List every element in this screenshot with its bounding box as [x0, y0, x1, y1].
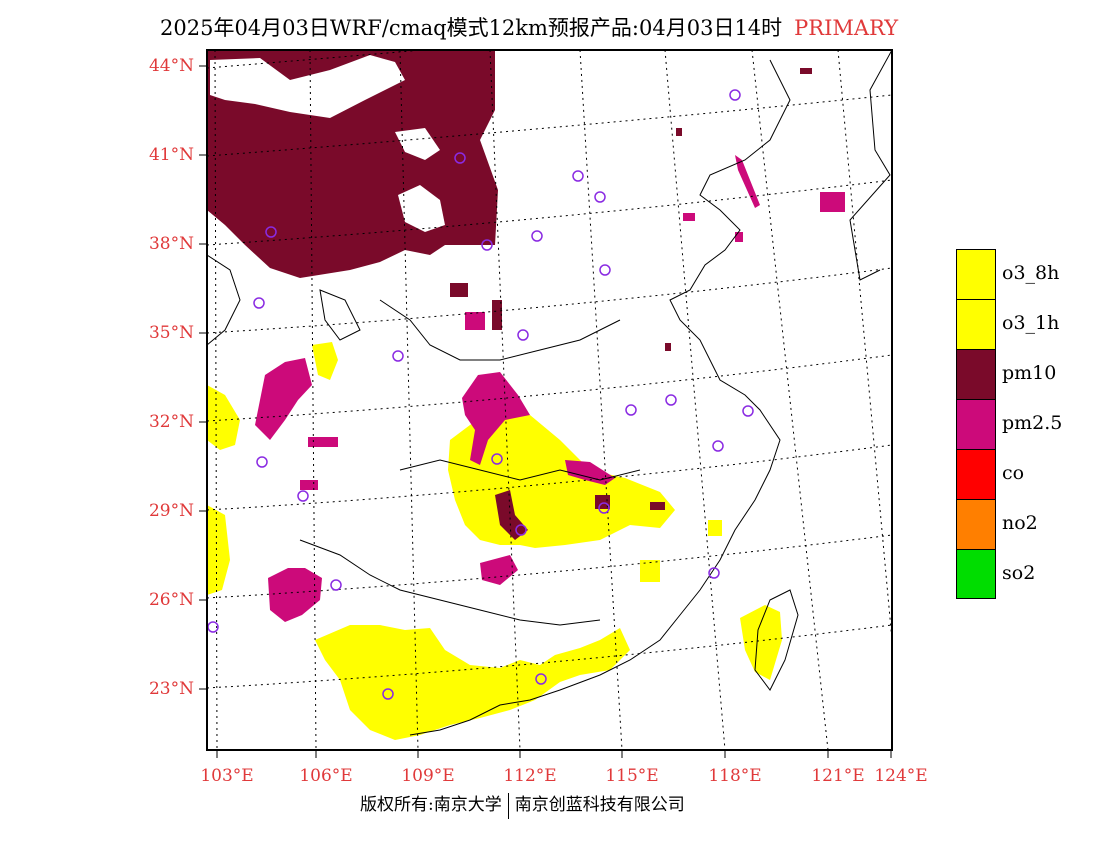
- legend-swatch-co: [956, 449, 996, 499]
- chart-title: 2025年04月03日WRF/cmaq模式12km预报产品:04月03日14时 P…: [160, 12, 1010, 40]
- lon-label-109e: 109°E: [401, 766, 455, 786]
- legend-label-o3-1h: o3_1h: [1002, 312, 1060, 334]
- title-main: 2025年04月03日WRF/cmaq模式12km预报产品:04月03日14时: [160, 16, 783, 40]
- title-tag: PRIMARY: [794, 16, 899, 40]
- legend-item-co: co: [956, 449, 1088, 499]
- map-border: [206, 49, 893, 751]
- copyright-left: 版权所有:南京大学: [360, 795, 502, 815]
- lon-label-121e: 121°E: [811, 766, 865, 786]
- legend-label-so2: so2: [1002, 562, 1036, 584]
- lat-label-44n: 44°N: [148, 56, 194, 76]
- copyright-right: 南京创蓝科技有限公司: [514, 795, 685, 815]
- legend: o3_8h o3_1h pm10 pm2.5 co no2 so2: [956, 249, 1088, 599]
- lat-label-41n: 41°N: [148, 145, 194, 165]
- lon-label-112e: 112°E: [503, 766, 557, 786]
- lon-label-103e: 103°E: [200, 766, 254, 786]
- legend-swatch-no2: [956, 499, 996, 549]
- legend-label-no2: no2: [1002, 512, 1038, 534]
- footer-divider: [507, 792, 509, 819]
- legend-item-pm2-5: pm2.5: [956, 399, 1088, 449]
- copyright-footer: 版权所有:南京大学 南京创蓝科技有限公司: [360, 790, 685, 819]
- legend-item-so2: so2: [956, 549, 1088, 599]
- legend-item-pm10: pm10: [956, 349, 1088, 399]
- legend-swatch-pm2-5: [956, 399, 996, 449]
- legend-label-pm2-5: pm2.5: [1002, 412, 1063, 434]
- legend-item-no2: no2: [956, 499, 1088, 549]
- lat-label-32n: 32°N: [148, 412, 194, 432]
- lat-label-26n: 26°N: [148, 590, 194, 610]
- legend-item-o3-8h: o3_8h: [956, 249, 1088, 299]
- lon-label-115e: 115°E: [605, 766, 659, 786]
- o3-region-south: [315, 625, 630, 740]
- legend-swatch-so2: [956, 549, 996, 599]
- lat-label-38n: 38°N: [148, 234, 194, 254]
- legend-label-co: co: [1002, 462, 1025, 484]
- lat-label-29n: 29°N: [148, 501, 194, 521]
- legend-label-o3-8h: o3_8h: [1002, 262, 1060, 284]
- legend-label-pm10: pm10: [1002, 362, 1057, 384]
- legend-swatch-o3-8h: [956, 249, 996, 299]
- legend-swatch-pm10: [956, 349, 996, 399]
- legend-item-o3-1h: o3_1h: [956, 299, 1088, 349]
- legend-swatch-o3-1h: [956, 299, 996, 349]
- lat-label-35n: 35°N: [148, 323, 194, 343]
- lat-label-23n: 23°N: [148, 679, 194, 699]
- lon-label-106e: 106°E: [299, 766, 353, 786]
- lon-label-124e: 124°E: [874, 766, 928, 786]
- lon-label-118e: 118°E: [708, 766, 762, 786]
